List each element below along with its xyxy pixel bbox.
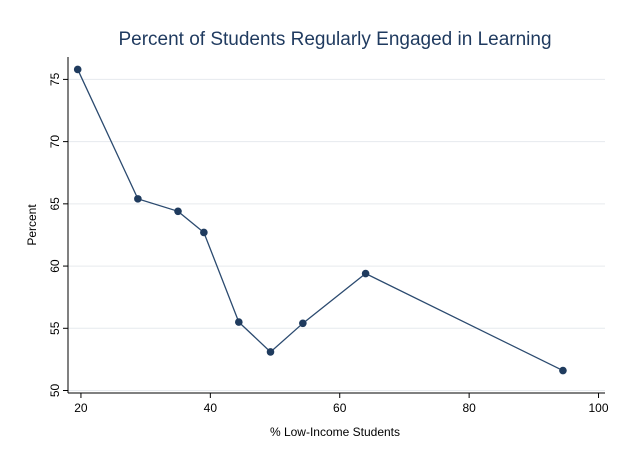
data-point [361,269,370,278]
data-point [266,348,275,356]
data-point [174,207,182,216]
x-tick-label: 100 [589,401,609,415]
ticks: 50 55 60 65 70 75 20 40 60 80 100 [48,72,609,415]
data-point [134,195,142,203]
y-axis-label: Percent [25,204,39,246]
x-tick-label: 80 [462,401,476,415]
axes [67,57,605,394]
series [73,65,567,375]
x-tick-label: 20 [74,401,88,415]
y-tick-label: 50 [48,384,62,398]
series-line [77,69,564,372]
data-point [235,318,243,326]
y-tick-label: 65 [48,197,62,211]
x-axis-label: % Low-Income Students [270,425,400,439]
data-point [200,228,208,237]
data-point [73,65,82,74]
gridlines [68,78,605,392]
x-tick-label: 60 [333,401,347,415]
y-tick-label: 75 [48,72,62,86]
y-tick-label: 60 [48,259,62,273]
y-tick-label: 70 [48,135,62,149]
data-point [559,366,567,375]
chart-title: Percent of Students Regularly Engaged in… [118,29,551,50]
y-tick-label: 55 [48,321,62,335]
x-tick-label: 40 [204,401,218,415]
data-point [299,319,307,328]
